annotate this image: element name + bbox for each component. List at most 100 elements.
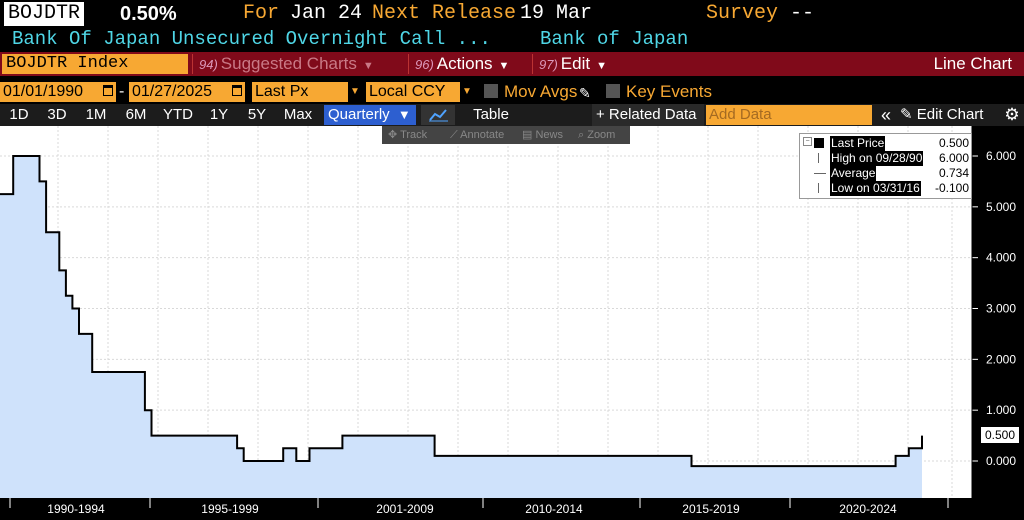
- start-date-field[interactable]: 01/01/1990: [0, 82, 116, 102]
- survey-value: --: [790, 2, 815, 25]
- news-label: News: [535, 129, 563, 141]
- end-date-field[interactable]: 01/27/2025: [129, 82, 245, 102]
- series-line: [0, 155, 923, 468]
- period-3d-button[interactable]: 3D: [47, 106, 67, 123]
- frequency-select[interactable]: Quarterly ▼: [324, 105, 416, 125]
- pencil-icon: ✎: [900, 106, 917, 123]
- period-toolbar: 1D 3D 1M 6M YTD 1Y 5Y Max Quarterly ▼ Ta…: [0, 104, 1024, 126]
- security-description[interactable]: Bank Of Japan Unsecured Overnight Call .…: [12, 28, 491, 50]
- low-marker-icon: [818, 183, 819, 193]
- last-value: 0.50%: [120, 3, 177, 25]
- for-value: Jan 24: [290, 2, 363, 25]
- mov-avgs-checkbox[interactable]: [484, 84, 498, 98]
- chevron-down-icon: ▼: [596, 60, 607, 72]
- chart-type-button[interactable]: [421, 105, 455, 125]
- edit-number: 97): [539, 57, 558, 72]
- price-field-select[interactable]: Last Px ▼: [252, 82, 362, 102]
- frequency-value: Quarterly: [328, 106, 390, 123]
- y-tick-label: 6.000: [986, 149, 1016, 163]
- chevron-down-icon: ▼: [460, 82, 474, 102]
- price-field-value: Last Px: [255, 83, 309, 100]
- x-tick-label: 2015-2019: [682, 502, 740, 516]
- y-tick-label: 3.000: [986, 302, 1016, 316]
- news-button[interactable]: ▤ News: [522, 129, 563, 141]
- for-label: For: [243, 2, 280, 25]
- legend-row-average: Average 0.734: [800, 166, 973, 181]
- suggested-charts-button[interactable]: 94) Suggested Charts ▼: [192, 54, 404, 74]
- series-area: [0, 156, 922, 498]
- average-marker-icon: [814, 173, 826, 174]
- legend-value: 6.000: [938, 151, 969, 165]
- edit-label: Edit: [560, 54, 591, 73]
- square-icon: [814, 138, 824, 148]
- actions-button[interactable]: 96) Actions ▼: [408, 54, 528, 74]
- main-toolbar: BOJDTR Index 94) Suggested Charts ▼ 96) Act…: [0, 52, 1024, 76]
- x-tick-label: 2010-2014: [525, 502, 583, 516]
- calendar-icon[interactable]: [103, 85, 113, 96]
- y-tick-label: 1.000: [986, 403, 1016, 417]
- period-1y-button[interactable]: 1Y: [209, 106, 229, 123]
- pencil-icon[interactable]: ✎: [579, 85, 591, 101]
- edit-chart-label: Edit Chart: [916, 106, 984, 123]
- collapse-double-chevron-icon[interactable]: «: [880, 105, 891, 125]
- currency-value: Local CCY: [369, 83, 446, 100]
- chevron-down-icon: ▼: [397, 107, 411, 122]
- legend-name: High on 09/28/90: [830, 151, 924, 166]
- x-tick-label: 2001-2009: [376, 502, 434, 516]
- date-controls: 01/01/1990 - 01/27/2025 Last Px ▼ Local …: [0, 82, 1024, 104]
- chevron-down-icon: ▼: [362, 60, 374, 72]
- legend-row-last-price: Last Price 0.500: [800, 136, 973, 151]
- legend-row-high: High on 09/28/90 6.000: [800, 151, 973, 166]
- x-tick-label: 1995-1999: [201, 502, 259, 516]
- table-button[interactable]: Table: [473, 106, 509, 123]
- legend-row-low: Low on 03/31/16 -0.100: [800, 181, 973, 196]
- chart-legend[interactable]: − Last Price 0.500 High on 09/28/90 6.00…: [799, 133, 972, 199]
- legend-name: Low on 03/31/16: [830, 181, 921, 196]
- next-release-label: Next Release: [372, 2, 517, 25]
- y-tick-label: 2.000: [986, 352, 1016, 366]
- index-field[interactable]: BOJDTR Index: [2, 54, 188, 74]
- x-tick-label: 2020-2024: [839, 502, 897, 516]
- actions-label: Actions: [436, 54, 493, 73]
- ticker-symbol[interactable]: BOJDTR: [4, 2, 85, 26]
- key-events-checkbox[interactable]: [606, 84, 620, 98]
- edit-button[interactable]: 97) Edit ▼: [532, 54, 624, 74]
- annotate-button[interactable]: ⟋ Annotate: [450, 129, 505, 141]
- survey-label: Survey: [706, 2, 779, 25]
- period-1m-button[interactable]: 1M: [85, 106, 107, 123]
- line-chart-icon: [429, 109, 448, 122]
- y-tick-label: 4.000: [986, 251, 1016, 265]
- zoom-label: Zoom: [587, 129, 616, 141]
- y-tick-label: 5.000: [986, 200, 1016, 214]
- y-tick-label: 0.000: [986, 454, 1016, 468]
- currency-select[interactable]: Local CCY ▼: [366, 82, 474, 102]
- period-1d-button[interactable]: 1D: [9, 106, 29, 123]
- zoom-button[interactable]: ⌕ Zoom: [578, 129, 616, 141]
- key-events-label[interactable]: Key Events: [626, 82, 712, 101]
- related-data-button[interactable]: + Related Data: [592, 104, 704, 126]
- date-separator: -: [119, 83, 125, 100]
- legend-name: Average: [830, 166, 877, 181]
- x-axis-band: [0, 498, 1024, 520]
- chevron-down-icon: ▼: [498, 60, 510, 72]
- track-label: Track: [400, 129, 428, 141]
- collapse-icon[interactable]: −: [803, 137, 812, 146]
- calendar-icon[interactable]: [232, 85, 242, 96]
- suggested-charts-label: Suggested Charts: [220, 54, 357, 73]
- end-date-value: 01/27/2025: [132, 83, 213, 100]
- period-5y-button[interactable]: 5Y: [247, 106, 267, 123]
- chevron-down-icon: ▼: [348, 82, 362, 102]
- add-data-input[interactable]: [706, 105, 872, 125]
- chart-tools-bar: ✥ Track ⟋ Annotate ▤ News ⌕ Zoom: [382, 126, 630, 144]
- last-price-tag: 0.500: [981, 427, 1019, 443]
- mov-avgs-label[interactable]: Mov Avgs: [504, 82, 578, 101]
- gear-icon[interactable]: ⚙: [1004, 105, 1020, 124]
- period-ytd-button[interactable]: YTD: [163, 106, 193, 123]
- edit-chart-button[interactable]: ✎ Edit Chart: [900, 104, 1000, 126]
- legend-value: 0.500: [938, 136, 969, 150]
- period-max-button[interactable]: Max: [283, 106, 313, 123]
- period-6m-button[interactable]: 6M: [125, 106, 147, 123]
- high-marker-icon: [818, 153, 819, 163]
- legend-value: 0.734: [938, 166, 969, 180]
- track-button[interactable]: ✥ Track: [388, 129, 428, 141]
